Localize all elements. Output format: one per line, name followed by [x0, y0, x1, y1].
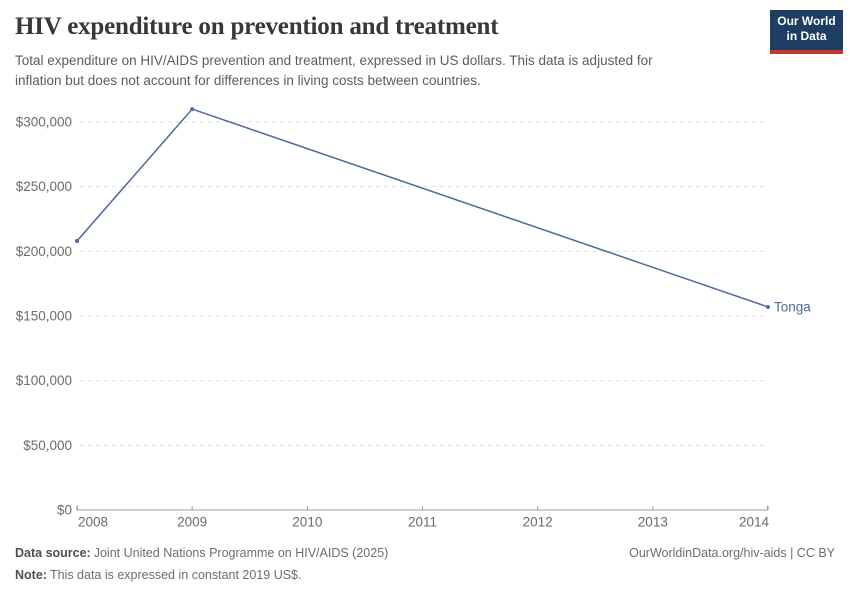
x-tick-label: 2013 — [638, 515, 668, 530]
data-source-value[interactable]: Joint United Nations Programme on HIV/AI… — [93, 546, 389, 560]
note-label: Note: — [15, 567, 47, 582]
y-tick-label: $150,000 — [16, 309, 72, 324]
y-tick-label: $0 — [57, 503, 72, 518]
x-tick-label: 2012 — [523, 515, 553, 530]
note-value: This data is expressed in constant 2019 … — [49, 567, 302, 582]
y-tick-label: $200,000 — [16, 244, 72, 259]
note-line: Note: This data is expressed in constant … — [15, 565, 388, 587]
data-source-line: Data source: Joint United Nations Program… — [15, 543, 388, 565]
data-point-marker[interactable] — [75, 238, 79, 243]
citation-link[interactable]: OurWorldinData.org/hiv-aids | CC BY — [629, 546, 835, 560]
y-tick-label: $100,000 — [16, 373, 72, 388]
owid-logo-line1: Our World — [777, 14, 836, 28]
y-tick-label: $300,000 — [16, 115, 72, 130]
footer-left: Data source: Joint United Nations Program… — [15, 543, 388, 586]
x-tick-label: 2009 — [177, 515, 207, 530]
chart-subtitle-line2: inflation but does not account for diffe… — [15, 73, 481, 88]
data-source-label: Data source: — [15, 546, 91, 560]
data-point-marker[interactable] — [190, 107, 195, 112]
x-tick-label: 2010 — [292, 515, 322, 530]
series-line-tonga[interactable] — [76, 108, 769, 308]
data-point-marker[interactable] — [766, 304, 770, 309]
y-tick-label: $250,000 — [16, 179, 72, 194]
x-tick-label: 2011 — [408, 515, 437, 530]
chart-subtitle: Total expenditure on HIV/AIDS prevention… — [15, 51, 735, 91]
chart-footer: Data source: Joint United Nations Program… — [15, 543, 835, 586]
owid-logo-line2: in Data — [786, 29, 827, 43]
page-title: HIV expenditure on prevention and treatm… — [15, 13, 499, 40]
x-tick-label: 2008 — [78, 515, 108, 530]
owid-logo[interactable]: Our World in Data — [770, 10, 843, 54]
y-tick-label: $50,000 — [23, 438, 72, 453]
chart-subtitle-line1: Total expenditure on HIV/AIDS prevention… — [15, 53, 653, 68]
x-tick-label: 2014 — [739, 515, 770, 530]
entity-label[interactable]: Tonga — [774, 299, 811, 314]
